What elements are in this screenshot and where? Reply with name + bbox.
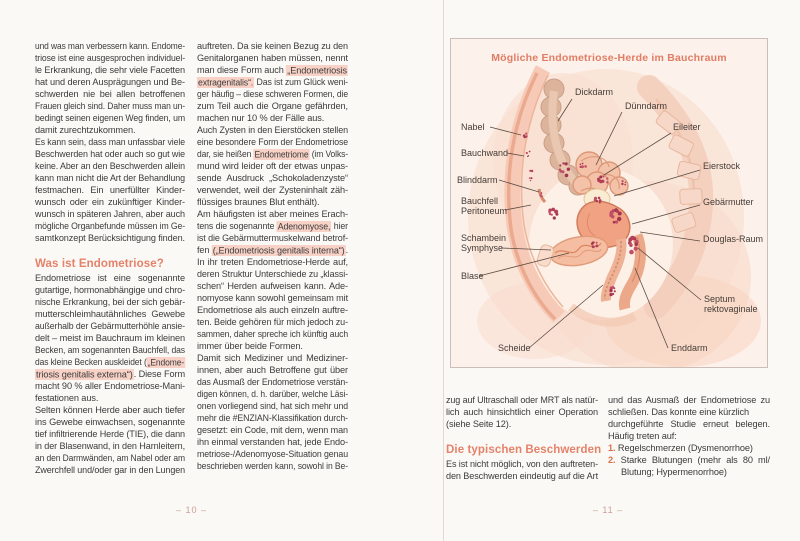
label-douglas: Douglas-Raum	[703, 234, 763, 244]
label-rektovaginale: rektovaginale	[704, 304, 758, 314]
figure-box: Dickdarm Dünndarm Nabel Eileiter Bauchwa…	[450, 38, 768, 368]
left-page-number: – 10 –	[175, 505, 208, 515]
label-schambein: Schambein	[461, 233, 506, 243]
label-blinddarm: Blinddarm	[457, 175, 498, 185]
label-enddarm: Enddarm	[671, 343, 708, 353]
right-page-column-2: und das Ausmaß der Endometriose zu schlie…	[608, 395, 770, 477]
right-page-column-1: zug auf Ultraschall oder MRT als natür-l…	[446, 395, 602, 481]
label-bauchfell: Bauchfell	[461, 196, 498, 206]
label-leader-lines	[478, 98, 702, 349]
anatomy-figure: Dickdarm Dünndarm Nabel Eileiter Bauchwa…	[457, 65, 763, 367]
label-peritoneum: Peritoneum	[461, 206, 507, 216]
right-page-number: – 11 –	[592, 505, 624, 515]
endometriosis-lesions	[522, 132, 639, 297]
label-eileiter: Eileiter	[673, 122, 701, 132]
left-page-column-1: und was man verbessern kann. Endome-trio…	[35, 41, 185, 475]
figure-labels: Dickdarm Dünndarm Nabel Eileiter Bauchwa…	[457, 87, 763, 353]
label-bauchwand: Bauchwand	[461, 148, 508, 158]
label-eierstock: Eierstock	[703, 161, 741, 171]
figure-title: Mögliche Endometriose-Herde im Bauchraum	[491, 52, 727, 64]
page-gutter-line	[443, 0, 444, 541]
label-blase: Blase	[461, 271, 484, 281]
label-septum: Septum	[704, 294, 735, 304]
label-duenndarm: Dünndarm	[625, 101, 667, 111]
label-scheide: Scheide	[498, 343, 531, 353]
label-dickdarm: Dickdarm	[575, 87, 613, 97]
label-nabel: Nabel	[461, 122, 485, 132]
left-page-column-2: auftreten. Da sie keinen Bezug zu den Gen…	[197, 41, 348, 471]
label-symphyse: Symphyse	[461, 243, 503, 253]
label-gebaermutter: Gebärmutter	[703, 197, 754, 207]
